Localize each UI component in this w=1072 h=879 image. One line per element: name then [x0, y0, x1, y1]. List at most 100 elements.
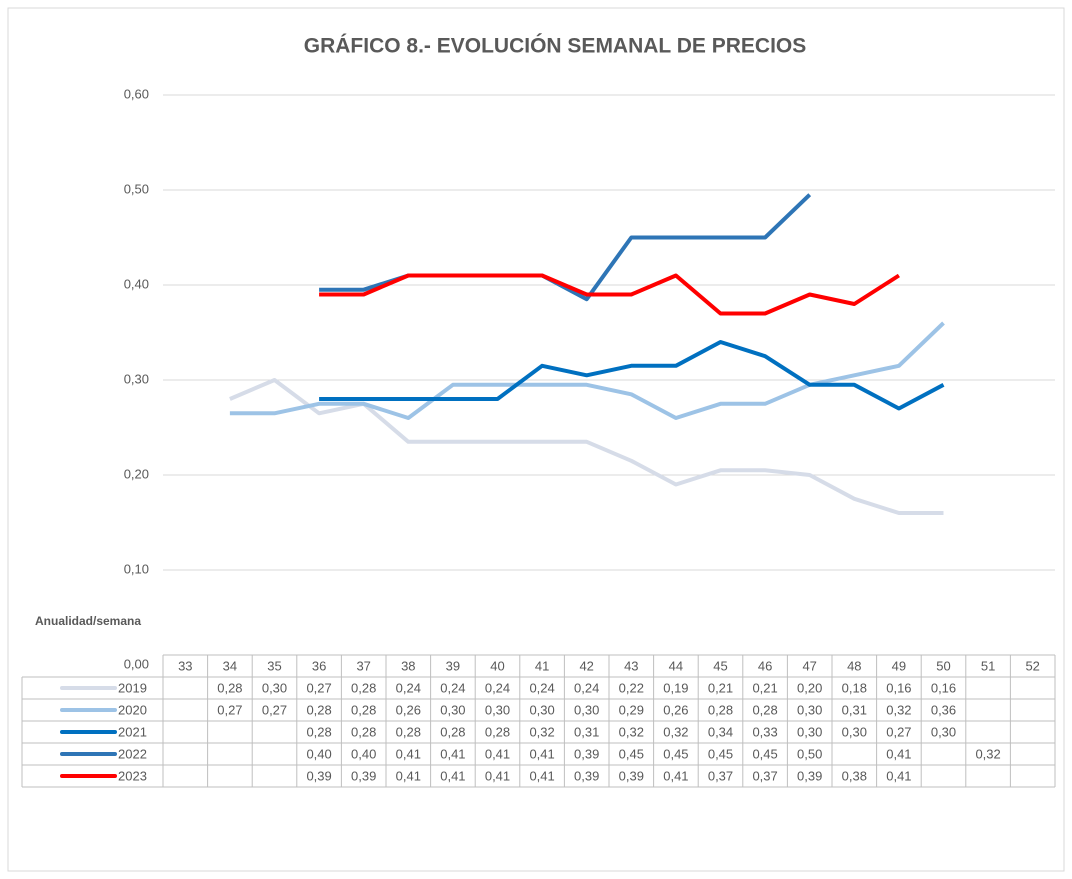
table-cell: 0,28 — [440, 724, 465, 739]
y-tick-label: 0,00 — [124, 656, 149, 671]
table-cell: 0,24 — [440, 680, 465, 695]
table-cell: 0,39 — [351, 768, 376, 783]
table-cell: 0,41 — [440, 746, 465, 761]
table-cell: 0,24 — [574, 680, 599, 695]
legend-label: 2022 — [118, 746, 147, 761]
y-tick-label: 0,30 — [124, 371, 149, 386]
table-cell: 0,28 — [396, 724, 421, 739]
table-cell: 0,26 — [396, 702, 421, 717]
table-cell: 0,34 — [708, 724, 733, 739]
table-cell: 0,41 — [485, 768, 510, 783]
table-cell: 0,30 — [931, 724, 956, 739]
table-cell: 0,38 — [842, 768, 867, 783]
table-cell: 0,16 — [886, 680, 911, 695]
table-cell: 0,32 — [975, 746, 1000, 761]
y-tick-label: 0,50 — [124, 181, 149, 196]
table-cell: 0,30 — [440, 702, 465, 717]
y-tick-label: 0,60 — [124, 86, 149, 101]
table-cell: 0,28 — [752, 702, 777, 717]
table-cell: 0,30 — [797, 724, 822, 739]
table-cell: 0,21 — [708, 680, 733, 695]
table-cell: 0,41 — [485, 746, 510, 761]
table-cell: 0,41 — [529, 746, 554, 761]
series-line — [319, 273, 900, 316]
table-cell: 0,28 — [351, 724, 376, 739]
x-tick-label: 52 — [1025, 658, 1039, 673]
table-cell: 0,31 — [842, 702, 867, 717]
table-cell: 0,27 — [886, 724, 911, 739]
x-tick-label: 50 — [936, 658, 950, 673]
x-tick-label: 44 — [669, 658, 683, 673]
table-cell: 0,27 — [306, 680, 331, 695]
y-tick-label: 0,10 — [124, 561, 149, 576]
table-cell: 0,45 — [663, 746, 688, 761]
x-tick-label: 47 — [802, 658, 816, 673]
table-cell: 0,21 — [752, 680, 777, 695]
x-tick-label: 41 — [535, 658, 549, 673]
y-tick-label: 0,20 — [124, 466, 149, 481]
table-cell: 0,30 — [485, 702, 510, 717]
table-cell: 0,45 — [619, 746, 644, 761]
table-cell: 0,41 — [396, 746, 421, 761]
series-line — [229, 378, 944, 515]
x-tick-label: 33 — [178, 658, 192, 673]
table-cell: 0,39 — [797, 768, 822, 783]
table-cell: 0,41 — [396, 768, 421, 783]
table-cell: 0,40 — [351, 746, 376, 761]
table-cell: 0,30 — [842, 724, 867, 739]
table-cell: 0,39 — [306, 768, 331, 783]
series-line — [319, 340, 945, 411]
table-cell: 0,30 — [797, 702, 822, 717]
x-tick-label: 35 — [267, 658, 281, 673]
table-cell: 0,28 — [306, 724, 331, 739]
table-cell: 0,28 — [217, 680, 242, 695]
x-tick-label: 39 — [446, 658, 460, 673]
table-cell: 0,41 — [440, 768, 465, 783]
table-cell: 0,31 — [574, 724, 599, 739]
x-tick-label: 45 — [713, 658, 727, 673]
legend-label: 2021 — [118, 724, 147, 739]
x-tick-label: 36 — [312, 658, 326, 673]
table-cell: 0,41 — [663, 768, 688, 783]
table-cell: 0,28 — [351, 680, 376, 695]
table-cell: 0,37 — [752, 768, 777, 783]
table-cell: 0,20 — [797, 680, 822, 695]
table-cell: 0,41 — [886, 768, 911, 783]
table-cell: 0,32 — [529, 724, 554, 739]
table-cell: 0,41 — [529, 768, 554, 783]
table-cell: 0,32 — [619, 724, 644, 739]
x-tick-label: 46 — [758, 658, 772, 673]
table-cell: 0,24 — [529, 680, 554, 695]
x-tick-label: 49 — [892, 658, 906, 673]
table-cell: 0,24 — [396, 680, 421, 695]
table-cell: 0,39 — [619, 768, 644, 783]
table-cell: 0,30 — [574, 702, 599, 717]
legend-label: 2023 — [118, 768, 147, 783]
table-cell: 0,30 — [262, 680, 287, 695]
x-tick-label: 34 — [223, 658, 237, 673]
table-cell: 0,39 — [574, 768, 599, 783]
table-cell: 0,19 — [663, 680, 688, 695]
x-tick-label: 38 — [401, 658, 415, 673]
table-cell: 0,28 — [306, 702, 331, 717]
series-line — [229, 321, 945, 420]
table-cell: 0,41 — [886, 746, 911, 761]
table-cell: 0,29 — [619, 702, 644, 717]
table-cell: 0,16 — [931, 680, 956, 695]
x-tick-label: 48 — [847, 658, 861, 673]
table-cell: 0,33 — [752, 724, 777, 739]
table-cell: 0,24 — [485, 680, 510, 695]
x-tick-label: 40 — [490, 658, 504, 673]
chart-border — [7, 7, 1065, 872]
table-cell: 0,39 — [574, 746, 599, 761]
table-cell: 0,27 — [217, 702, 242, 717]
table-cell: 0,45 — [752, 746, 777, 761]
table-cell: 0,30 — [529, 702, 554, 717]
table-cell: 0,22 — [619, 680, 644, 695]
table-cell: 0,50 — [797, 746, 822, 761]
x-tick-label: 51 — [981, 658, 995, 673]
x-tick-label: 42 — [579, 658, 593, 673]
table-cell: 0,45 — [708, 746, 733, 761]
x-axis-label: Anualidad/semana — [35, 614, 141, 628]
